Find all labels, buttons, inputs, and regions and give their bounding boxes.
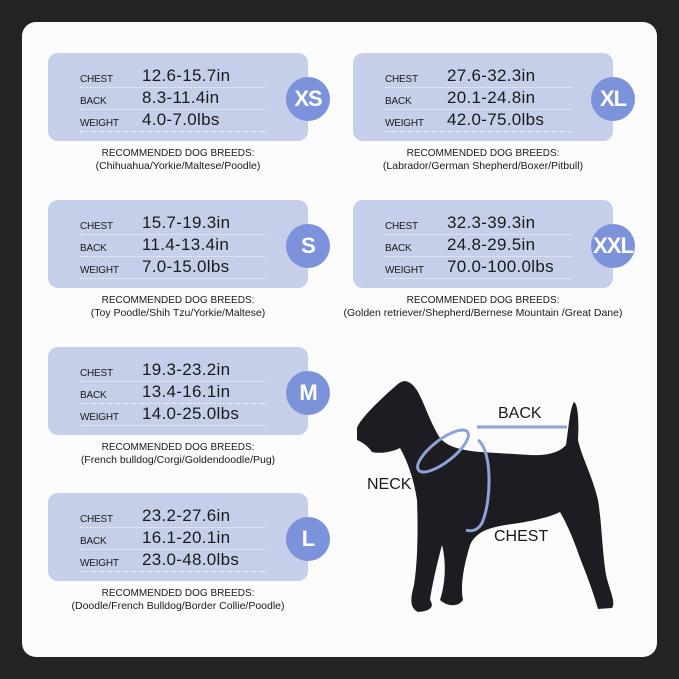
- back-label: BACK: [80, 536, 107, 547]
- weight-label: WEIGHT: [80, 558, 119, 569]
- weight-label: WEIGHT: [80, 118, 119, 129]
- chest-label: CHEST: [385, 221, 418, 232]
- breeds-list: (Labrador/German Shepherd/Boxer/Pitbull): [382, 160, 584, 172]
- back-value: 24.8-29.5in: [447, 235, 536, 254]
- neck-label: NECK: [367, 476, 412, 493]
- chest-measurement-line: [465, 438, 491, 533]
- size-card-xs: CHEST 12.6-15.7in BACK 8.3-11.4in WEIGHT…: [48, 53, 308, 141]
- weight-value: 23.0-48.0lbs: [142, 550, 240, 569]
- size-card-s: CHEST 15.7-19.3in BACK 11.4-13.4in WEIGH…: [48, 200, 308, 288]
- breeds-list: (Doodle/French Bulldog/Border Collie/Poo…: [71, 600, 285, 612]
- weight-value: 70.0-100.0lbs: [447, 257, 554, 276]
- chest-value: 27.6-32.3in: [447, 66, 536, 85]
- breeds-heading: RECOMMENDED DOG BREEDS:: [101, 442, 255, 453]
- dog-silhouette: [357, 381, 614, 612]
- weight-value: 4.0-7.0lbs: [142, 110, 220, 129]
- chest-value: 23.2-27.6in: [142, 506, 231, 525]
- chest-label: CHEST: [80, 368, 113, 379]
- back-row: BACK 13.4-16.1in: [80, 382, 266, 404]
- chest-value: 15.7-19.3in: [142, 213, 231, 232]
- weight-label: WEIGHT: [80, 265, 119, 276]
- size-badge: M: [286, 371, 330, 415]
- back-value: 8.3-11.4in: [142, 88, 220, 107]
- size-badge: XXL: [591, 224, 635, 268]
- breeds-heading: RECOMMENDED DOG BREEDS:: [406, 295, 560, 306]
- size-badge: L: [286, 517, 330, 561]
- chest-label: CHEST: [80, 221, 113, 232]
- chest-value: 19.3-23.2in: [142, 360, 231, 379]
- back-row: BACK 24.8-29.5in: [385, 235, 571, 257]
- size-badge: XS: [286, 77, 330, 121]
- weight-label: WEIGHT: [80, 412, 119, 423]
- size-badge: XL: [591, 77, 635, 121]
- weight-value: 7.0-15.0lbs: [142, 257, 230, 276]
- chest-label: CHEST: [494, 528, 549, 545]
- size-card-xxl: CHEST 32.3-39.3in BACK 24.8-29.5in WEIGH…: [353, 200, 613, 288]
- weight-value: 42.0-75.0lbs: [447, 110, 545, 129]
- neck-measurement-line: [416, 428, 470, 474]
- weight-row: WEIGHT 7.0-15.0lbs: [80, 257, 266, 279]
- back-value: 16.1-20.1in: [142, 528, 231, 547]
- breeds-heading: RECOMMENDED DOG BREEDS:: [101, 295, 255, 306]
- breeds-list: (Toy Poodle/Shih Tzu/Yorkie/Maltese): [90, 307, 266, 319]
- recommended-breeds: RECOMMENDED DOG BREEDS: (Golden retrieve…: [333, 294, 633, 320]
- chest-value: 12.6-15.7in: [142, 66, 231, 85]
- back-label: BACK: [498, 405, 542, 422]
- recommended-breeds: RECOMMENDED DOG BREEDS: (Labrador/German…: [333, 147, 633, 173]
- back-label: BACK: [385, 96, 412, 107]
- back-value: 11.4-13.4in: [142, 235, 230, 254]
- weight-label: WEIGHT: [385, 118, 424, 129]
- size-card-m: CHEST 19.3-23.2in BACK 13.4-16.1in WEIGH…: [48, 347, 308, 435]
- size-card-l: CHEST 23.2-27.6in BACK 16.1-20.1in WEIGH…: [48, 493, 308, 581]
- chest-row: CHEST 15.7-19.3in: [80, 213, 266, 235]
- breeds-heading: RECOMMENDED DOG BREEDS:: [406, 148, 560, 159]
- chest-label: CHEST: [385, 74, 418, 85]
- back-label: BACK: [80, 96, 107, 107]
- back-row: BACK 11.4-13.4in: [80, 235, 266, 257]
- back-row: BACK 16.1-20.1in: [80, 528, 266, 550]
- breeds-list: (Golden retriever/Shepherd/Bernese Mount…: [343, 307, 623, 319]
- weight-label: WEIGHT: [385, 265, 424, 276]
- chest-label: CHEST: [80, 74, 113, 85]
- weight-row: WEIGHT 4.0-7.0lbs: [80, 110, 266, 132]
- back-label: BACK: [80, 390, 107, 401]
- back-value: 13.4-16.1in: [142, 382, 231, 401]
- chest-row: CHEST 27.6-32.3in: [385, 66, 571, 88]
- chest-value: 32.3-39.3in: [447, 213, 536, 232]
- back-label: BACK: [80, 243, 107, 254]
- chest-row: CHEST 19.3-23.2in: [80, 360, 266, 382]
- size-badge: S: [286, 224, 330, 268]
- chest-label: CHEST: [80, 514, 113, 525]
- chest-row: CHEST 12.6-15.7in: [80, 66, 266, 88]
- recommended-breeds: RECOMMENDED DOG BREEDS: (Toy Poodle/Shih…: [28, 294, 328, 320]
- size-card-xl: CHEST 27.6-32.3in BACK 20.1-24.8in WEIGH…: [353, 53, 613, 141]
- weight-row: WEIGHT 14.0-25.0lbs: [80, 404, 266, 426]
- back-value: 20.1-24.8in: [447, 88, 536, 107]
- weight-row: WEIGHT 42.0-75.0lbs: [385, 110, 571, 132]
- weight-row: WEIGHT 70.0-100.0lbs: [385, 257, 571, 279]
- weight-value: 14.0-25.0lbs: [142, 404, 240, 423]
- back-row: BACK 20.1-24.8in: [385, 88, 571, 110]
- recommended-breeds: RECOMMENDED DOG BREEDS: (Chihuahua/Yorki…: [28, 147, 328, 173]
- breeds-heading: RECOMMENDED DOG BREEDS:: [101, 148, 255, 159]
- recommended-breeds: RECOMMENDED DOG BREEDS: (Doodle/French B…: [28, 587, 328, 613]
- breeds-list: (French bulldog/Corgi/Goldendoodle/Pug): [80, 454, 276, 466]
- recommended-breeds: RECOMMENDED DOG BREEDS: (French bulldog/…: [28, 441, 328, 467]
- breeds-heading: RECOMMENDED DOG BREEDS:: [101, 588, 255, 599]
- chest-row: CHEST 23.2-27.6in: [80, 506, 266, 528]
- back-label: BACK: [385, 243, 412, 254]
- back-row: BACK 8.3-11.4in: [80, 88, 266, 110]
- breeds-list: (Chihuahua/Yorkie/Maltese/Poodle): [95, 160, 261, 172]
- weight-row: WEIGHT 23.0-48.0lbs: [80, 550, 266, 572]
- chest-row: CHEST 32.3-39.3in: [385, 213, 571, 235]
